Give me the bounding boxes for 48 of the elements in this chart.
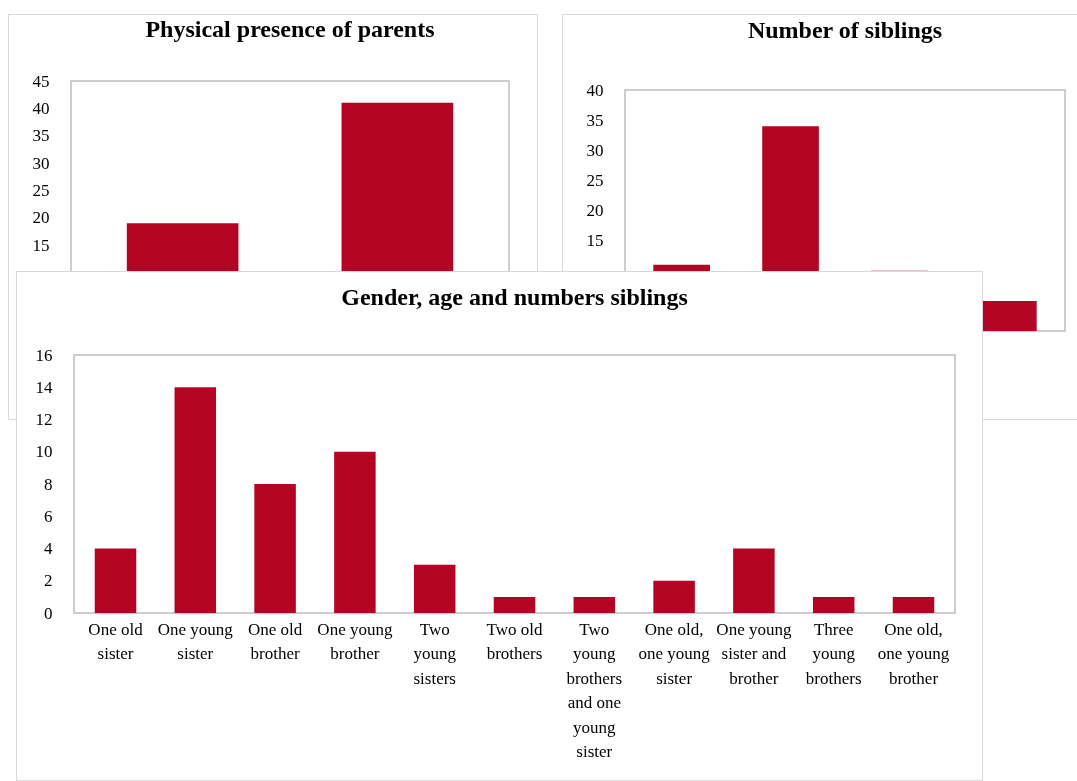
- y-tick-label: 25: [586, 170, 604, 190]
- x-tick-label: Two young sisters: [413, 619, 457, 688]
- y-tick-label: 30: [32, 153, 50, 173]
- bar: [493, 596, 536, 613]
- y-tick-label: 15: [32, 235, 50, 255]
- y-tick-label: 25: [32, 180, 50, 200]
- chart-title: Gender, age and numbers siblings: [341, 284, 688, 310]
- bar: [334, 451, 376, 613]
- bar: [413, 564, 456, 613]
- bar: [254, 484, 296, 613]
- y-tick-label: 6: [44, 506, 53, 526]
- bar: [980, 300, 1037, 331]
- x-tick-label: One old, one young brother: [877, 619, 950, 688]
- y-tick-label: 45: [32, 71, 50, 91]
- chart-title: Number of siblings: [747, 17, 943, 43]
- bar: [733, 548, 775, 613]
- bar: [94, 548, 137, 613]
- x-tick-label: Three young brothers: [805, 619, 862, 688]
- y-tick-label: 4: [44, 539, 53, 558]
- y-tick-label: 10: [35, 442, 53, 462]
- y-tick-label: 12: [35, 410, 53, 429]
- bar: [573, 596, 616, 613]
- x-tick-label: One young sister and brother: [716, 619, 792, 688]
- y-tick-label: 2: [44, 571, 53, 591]
- x-tick-label: One old sister: [88, 619, 144, 663]
- x-tick-label: One old brother: [247, 619, 303, 663]
- y-tick-label: 35: [586, 110, 604, 130]
- y-tick-label: 0: [44, 603, 53, 623]
- y-tick-label: 20: [32, 208, 50, 228]
- y-tick-label: 14: [35, 377, 53, 397]
- x-tick-label: One young sister: [157, 619, 234, 663]
- bar: [653, 580, 695, 613]
- bar: [892, 596, 935, 613]
- y-tick-label: 40: [32, 98, 50, 118]
- x-tick-label: One young brother: [317, 619, 393, 663]
- x-tick-label: Two old brothers: [486, 619, 543, 663]
- y-tick-label: 16: [35, 345, 53, 365]
- chart-title: Physical presence of parents: [145, 16, 435, 42]
- y-tick-label: 35: [32, 126, 50, 146]
- x-tick-label: Two young brothers and one young sister: [566, 619, 623, 761]
- bar: [812, 596, 855, 613]
- y-tick-label: 30: [586, 140, 604, 160]
- y-tick-label: 20: [586, 201, 604, 220]
- y-tick-label: 8: [44, 474, 53, 494]
- y-tick-label: 15: [586, 231, 604, 251]
- y-tick-label: 40: [586, 80, 604, 100]
- x-tick-label: One old, one young sister: [638, 619, 711, 688]
- bar: [174, 387, 217, 613]
